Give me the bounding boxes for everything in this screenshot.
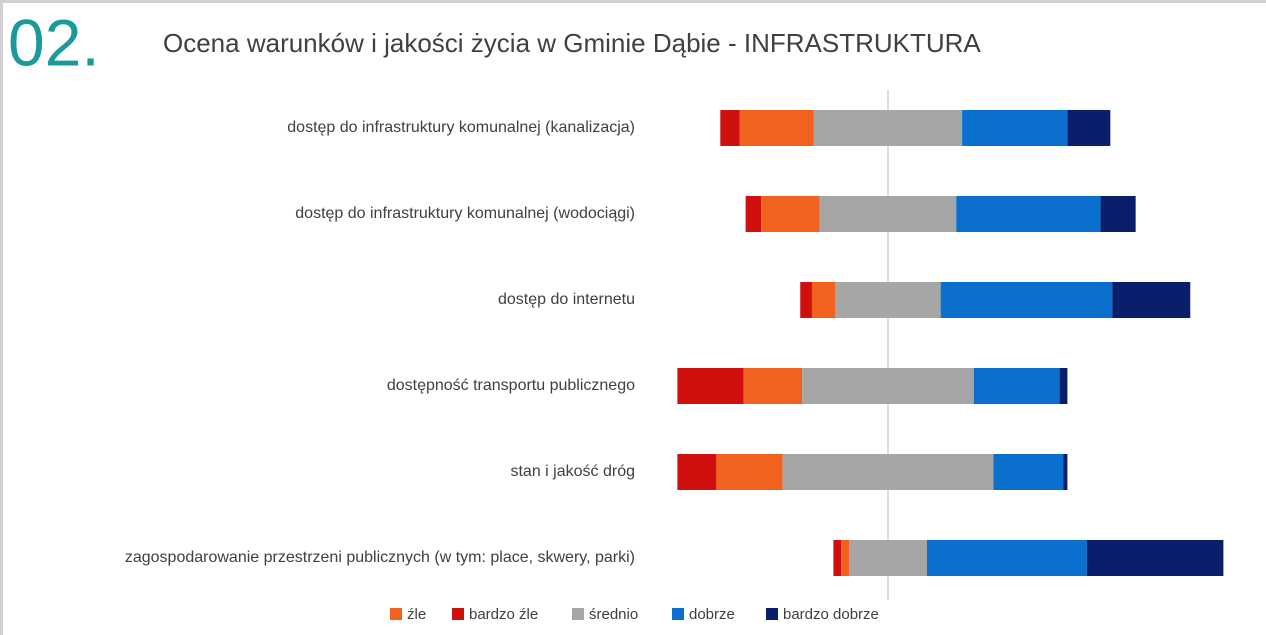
section-number: 02.: [8, 5, 100, 79]
category-label: dostępność transportu publicznego: [387, 377, 635, 394]
bar-segment: [835, 282, 941, 318]
legend-swatch: [672, 608, 684, 620]
bar-segment: [849, 540, 927, 576]
legend-label: dobrze: [689, 606, 735, 623]
bar-segment: [1059, 368, 1068, 404]
bar-segment: [677, 454, 717, 490]
bar-segment: [962, 110, 1068, 146]
bar-segment: [993, 454, 1064, 490]
bar-segment: [761, 196, 820, 232]
bar-segment: [745, 196, 762, 232]
legend-label: źle: [407, 606, 426, 623]
bar-segment: [1112, 282, 1191, 318]
category-label: dostęp do infrastruktury komunalnej (wod…: [295, 205, 635, 222]
legend-label: bardzo dobrze: [783, 606, 879, 623]
bar-segment: [677, 368, 744, 404]
bar-segment: [1067, 110, 1111, 146]
bar-segment: [833, 540, 842, 576]
category-label: dostęp do infrastruktury komunalnej (kan…: [287, 119, 635, 136]
legend-swatch: [452, 608, 464, 620]
bar-segment: [802, 368, 974, 404]
chart-title: Ocena warunków i jakości życia w Gminie …: [163, 28, 981, 58]
bar-segment: [1086, 540, 1224, 576]
category-label: stan i jakość dróg: [510, 463, 635, 480]
legend-label: bardzo źle: [469, 606, 538, 623]
bar-segment: [841, 540, 849, 576]
legend-swatch: [572, 608, 584, 620]
bar-segment: [927, 540, 1087, 576]
bar-segment: [782, 454, 994, 490]
bar-segment: [813, 110, 963, 146]
bar-segment: [811, 282, 836, 318]
bar-segment: [743, 368, 803, 404]
bar-segment: [800, 282, 812, 318]
bar-segment: [720, 110, 740, 146]
bar-segment: [956, 196, 1101, 232]
category-label: zagospodarowanie przestrzeni publicznych…: [125, 549, 635, 566]
bar-segment: [973, 368, 1060, 404]
legend-label: średnio: [589, 606, 638, 623]
legend-swatch: [390, 608, 402, 620]
bar-segment: [1063, 454, 1068, 490]
bar-segment: [940, 282, 1113, 318]
bar-segment: [739, 110, 814, 146]
legend-swatch: [766, 608, 778, 620]
bar-segment: [1100, 196, 1136, 232]
bar-segment: [819, 196, 957, 232]
bar-segment: [716, 454, 783, 490]
category-label: dostęp do internetu: [498, 291, 635, 308]
